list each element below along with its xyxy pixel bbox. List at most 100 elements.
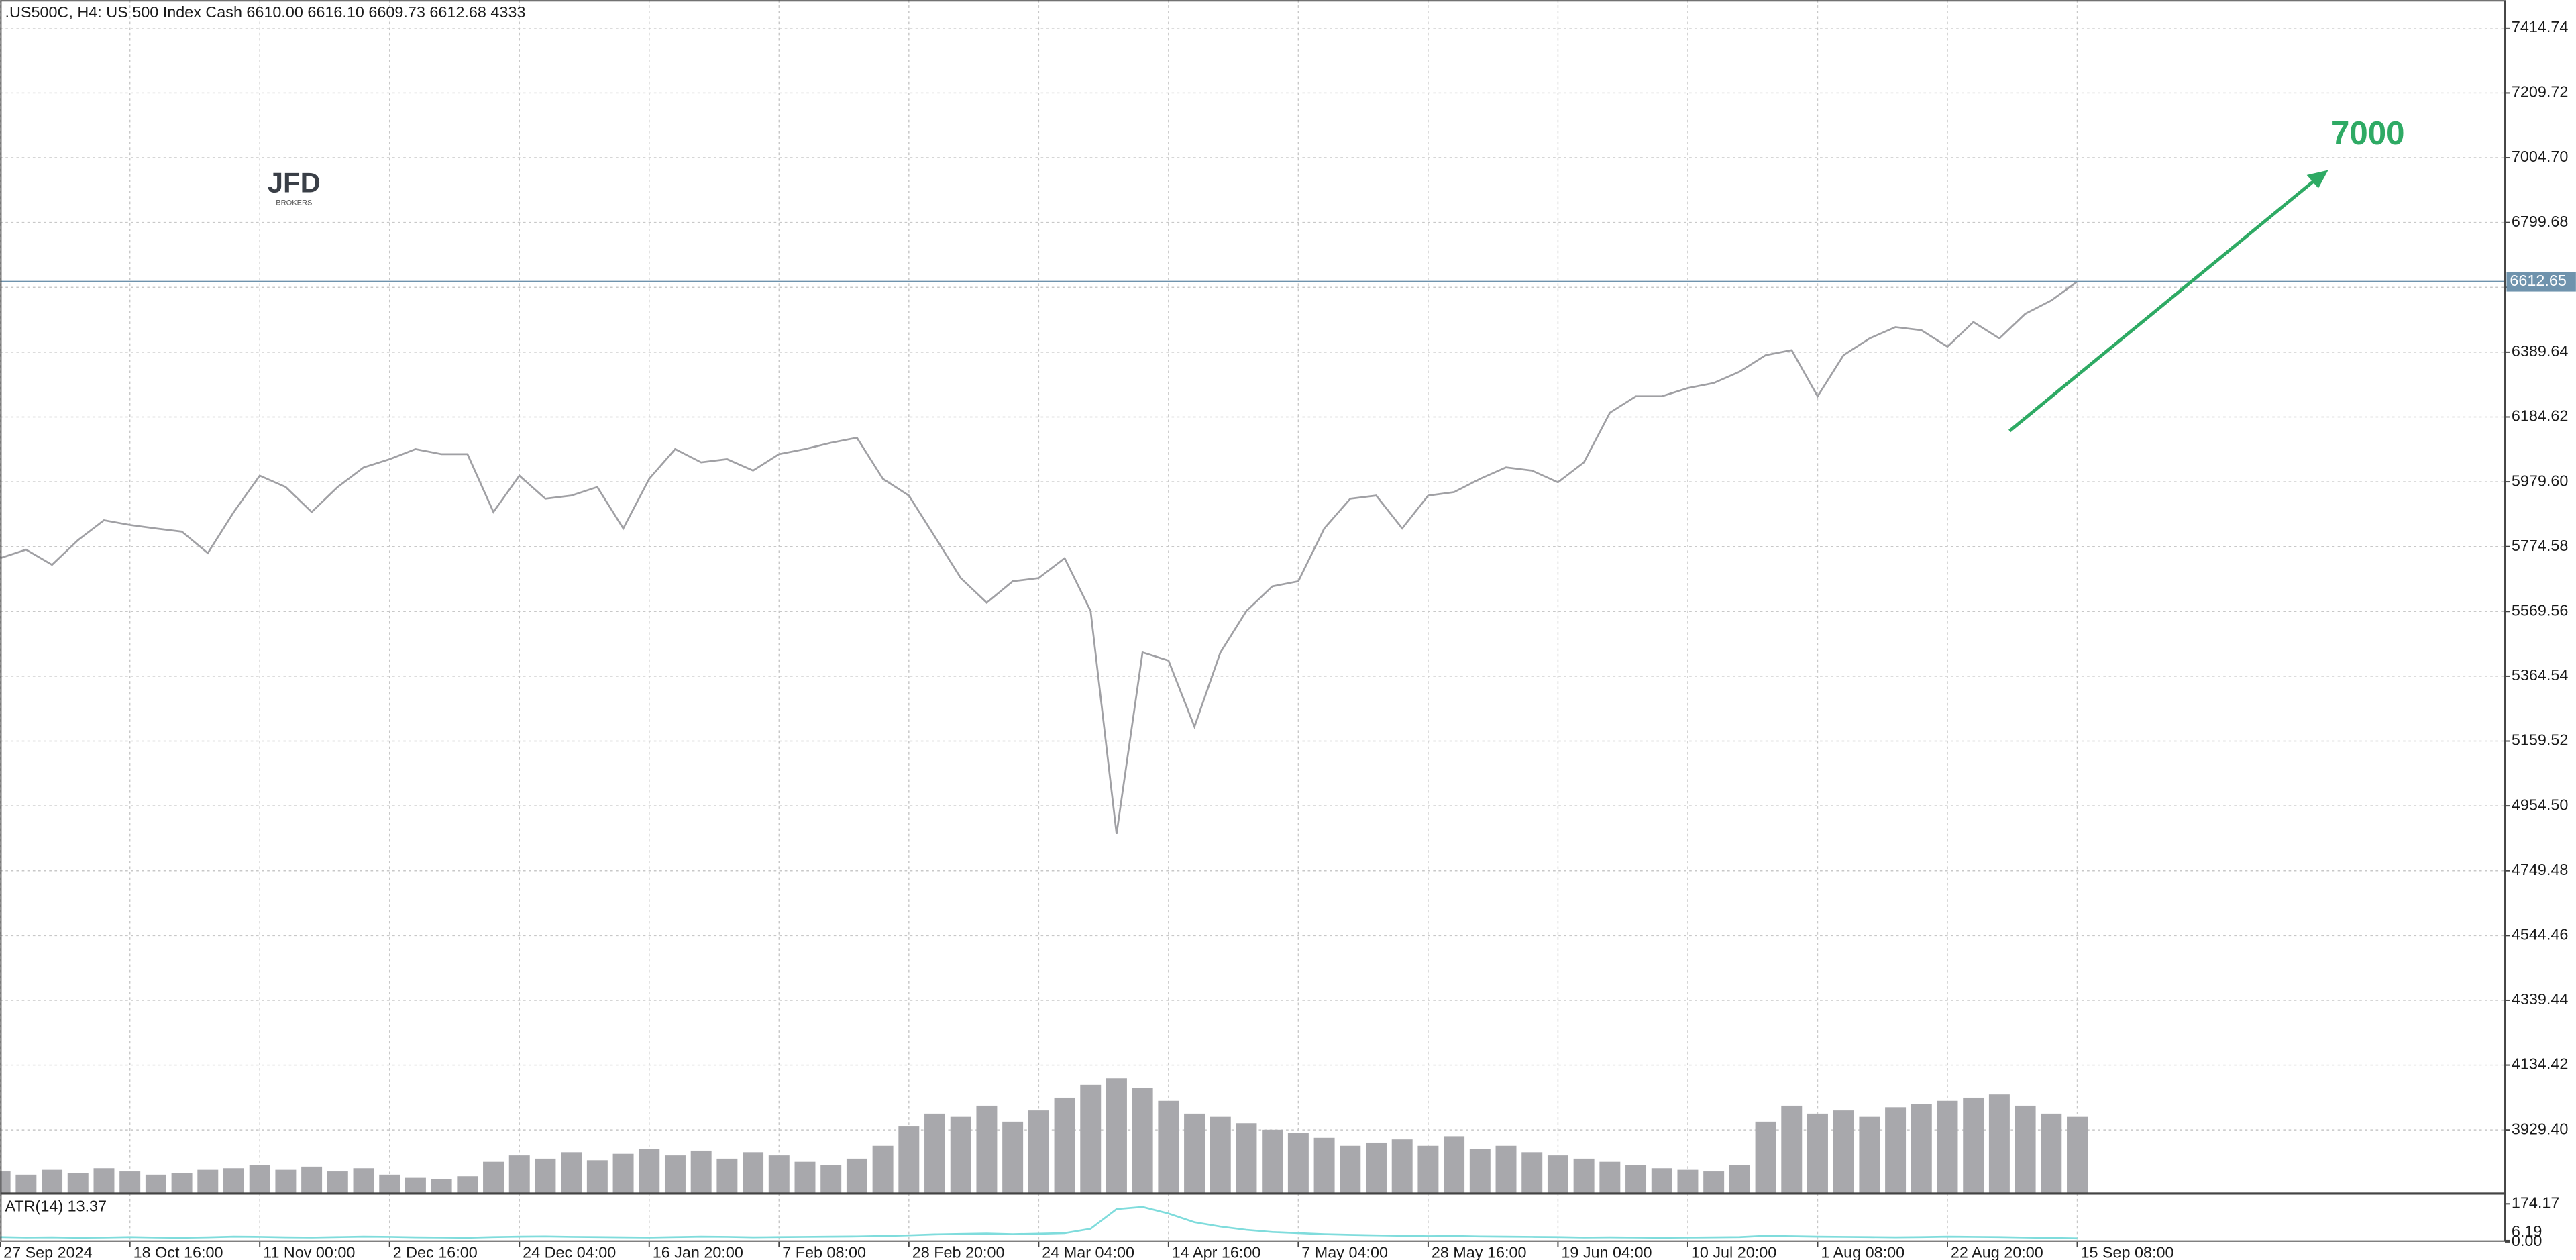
y-tick-label: 3929.40 xyxy=(2512,1120,2569,1137)
atr-y-tick-label: 174.17 xyxy=(2512,1194,2560,1211)
x-tick-label: 16 Jan 20:00 xyxy=(653,1243,743,1260)
volume-bar xyxy=(1833,1110,1854,1194)
volume-bar xyxy=(1703,1171,1725,1194)
price-line xyxy=(0,280,2078,835)
grid xyxy=(0,0,2506,1242)
atr-panel-frame xyxy=(0,1193,2506,1242)
volume-bar xyxy=(1755,1121,1776,1194)
volume-bar xyxy=(664,1155,686,1194)
volume-bar xyxy=(1080,1084,1102,1194)
volume-bar xyxy=(1313,1137,1335,1194)
y-tick-label: 6799.68 xyxy=(2512,213,2569,230)
volume-bar xyxy=(743,1152,764,1194)
volume-bar xyxy=(1599,1161,1621,1194)
volume-bar xyxy=(1106,1078,1127,1194)
volume-bar xyxy=(1521,1152,1543,1194)
volume-bar xyxy=(223,1168,244,1194)
atr-y-tick-label: 0.00 xyxy=(2512,1232,2542,1249)
volume-bar xyxy=(93,1168,115,1194)
volume-bar xyxy=(1444,1136,1465,1194)
y-tick-label: 5774.58 xyxy=(2512,537,2569,554)
volume-bar xyxy=(431,1179,452,1194)
volume-bar xyxy=(2041,1113,2062,1194)
x-tick-label: 10 Jul 20:00 xyxy=(1691,1243,1776,1260)
volume-bar xyxy=(1547,1155,1568,1194)
x-tick-label: 24 Dec 04:00 xyxy=(523,1243,616,1260)
volume-bar xyxy=(1210,1116,1231,1194)
y-tick-label: 5979.60 xyxy=(2512,472,2569,489)
volume-bar xyxy=(1988,1094,2010,1194)
arrow-head xyxy=(2306,170,2328,189)
volume-bar xyxy=(508,1155,530,1194)
volume-bar xyxy=(15,1174,37,1194)
y-tick-label: 5569.56 xyxy=(2512,601,2569,619)
y-tick-label: 6389.64 xyxy=(2512,342,2569,360)
volume-bar xyxy=(1859,1116,1880,1194)
volume-bar xyxy=(846,1158,867,1194)
x-tick-label: 22 Aug 20:00 xyxy=(1951,1243,2043,1260)
volume-bar xyxy=(1937,1100,1958,1194)
volume-bar xyxy=(1262,1129,1283,1194)
volume-bar xyxy=(1184,1113,1205,1194)
volume-bar xyxy=(145,1174,166,1194)
volume-bar xyxy=(1158,1100,1179,1194)
volume-bar xyxy=(1028,1110,1049,1194)
volume-bar xyxy=(0,1171,11,1194)
volume-bar xyxy=(1236,1123,1257,1194)
volume-bar xyxy=(1417,1145,1439,1194)
volume-bar xyxy=(1651,1168,1672,1194)
volume-bar xyxy=(820,1165,842,1194)
volume-bar xyxy=(2067,1116,2088,1194)
volume-bar xyxy=(301,1166,323,1194)
x-tick-label: 7 May 04:00 xyxy=(1301,1243,1388,1260)
volume-bar xyxy=(586,1160,608,1194)
volume-bar xyxy=(716,1158,738,1194)
logo-subtitle: BROKERS xyxy=(276,199,312,207)
volume-bar xyxy=(639,1149,660,1194)
volume-bar xyxy=(1625,1165,1647,1194)
x-tick-label: 19 Jun 04:00 xyxy=(1561,1243,1652,1260)
logo: JFD xyxy=(268,167,321,199)
y-tick-label: 4749.48 xyxy=(2512,861,2569,878)
volume-bar xyxy=(950,1116,971,1194)
x-tick-label: 1 Aug 08:00 xyxy=(1821,1243,1904,1260)
volume-bar xyxy=(327,1171,348,1194)
y-tick-label: 5364.54 xyxy=(2512,666,2569,684)
x-tick-label: 24 Mar 04:00 xyxy=(1042,1243,1134,1260)
volume-bar xyxy=(924,1113,946,1194)
volume-bar xyxy=(612,1153,634,1194)
volume-bar xyxy=(1366,1142,1387,1194)
volume-bar xyxy=(976,1105,998,1194)
volume-bar xyxy=(561,1152,582,1194)
y-tick-label: 6184.62 xyxy=(2512,407,2569,425)
volume-bar xyxy=(2015,1105,2036,1194)
volume-bar xyxy=(898,1126,920,1194)
volume-bar xyxy=(42,1169,63,1194)
volume-bar xyxy=(1054,1097,1075,1194)
y-tick-label: 7004.70 xyxy=(2512,148,2569,165)
y-tick-label: 4339.44 xyxy=(2512,990,2569,1008)
volume-bar xyxy=(1132,1088,1153,1194)
volume-bar xyxy=(690,1150,712,1194)
x-tick-label: 2 Dec 16:00 xyxy=(393,1243,478,1260)
volume-bar xyxy=(1885,1107,1907,1194)
y-tick-label: 5159.52 xyxy=(2512,731,2569,749)
volume-bar xyxy=(1391,1139,1413,1194)
y-tick-label: 7414.74 xyxy=(2512,18,2569,36)
volume-bar xyxy=(1287,1133,1309,1194)
x-tick-label: 28 May 16:00 xyxy=(1432,1243,1527,1260)
volume-bar xyxy=(457,1176,478,1194)
volume-bar xyxy=(171,1173,193,1194)
y-tick-label: 4544.46 xyxy=(2512,926,2569,943)
x-tick-label: 27 Sep 2024 xyxy=(3,1243,93,1260)
volume-bar xyxy=(794,1161,816,1194)
volume-bar xyxy=(1495,1145,1517,1194)
y-tick-label: 4954.50 xyxy=(2512,796,2569,813)
x-tick-label: 14 Apr 16:00 xyxy=(1172,1243,1261,1260)
volume-bar xyxy=(768,1155,790,1194)
y-tick-label: 4134.42 xyxy=(2512,1055,2569,1073)
volume-bar xyxy=(379,1174,400,1194)
volume-bar xyxy=(67,1173,89,1194)
